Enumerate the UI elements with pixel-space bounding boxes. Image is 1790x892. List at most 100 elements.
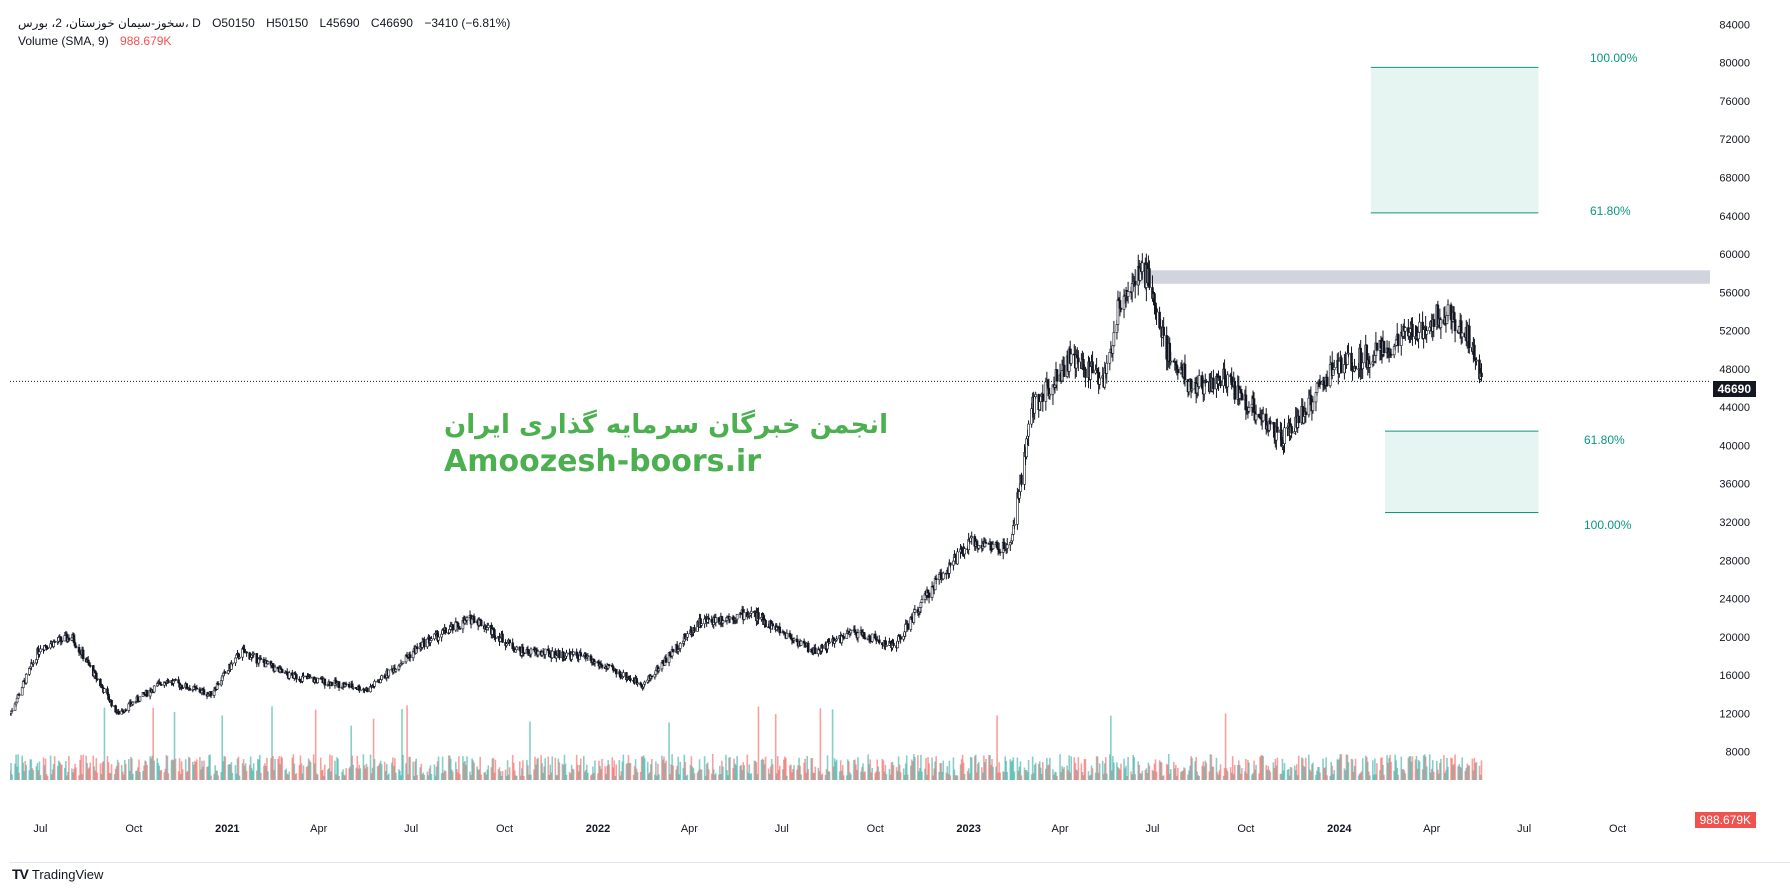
volume-label[interactable]: Volume (SMA, 9) bbox=[18, 34, 109, 48]
volume-bar bbox=[400, 775, 402, 780]
candle-body bbox=[309, 676, 312, 679]
volume-bar bbox=[1031, 756, 1034, 780]
candle-body bbox=[430, 638, 433, 641]
volume-bar bbox=[108, 772, 111, 780]
candle-body bbox=[174, 679, 177, 681]
volume-bar bbox=[1467, 765, 1470, 780]
volume-bar bbox=[186, 770, 189, 780]
volume-bar bbox=[1286, 769, 1289, 780]
candle-body bbox=[785, 632, 789, 639]
volume-bar bbox=[308, 760, 311, 780]
volume-bar bbox=[750, 773, 753, 780]
candle-body bbox=[949, 562, 952, 566]
volume-bar bbox=[64, 767, 66, 780]
volume-bar bbox=[498, 767, 501, 780]
tradingview-footer[interactable]: TV TradingView bbox=[12, 866, 103, 882]
volume-bar bbox=[587, 772, 589, 780]
volume-bar bbox=[395, 772, 397, 780]
volume-bar bbox=[626, 763, 629, 780]
volume-bar bbox=[575, 754, 578, 780]
volume-bar bbox=[1465, 768, 1468, 780]
volume-bar bbox=[422, 772, 425, 780]
volume-bar bbox=[735, 765, 737, 780]
volume-bar bbox=[443, 770, 446, 780]
candle-body bbox=[1069, 353, 1073, 364]
volume-bar bbox=[1040, 773, 1043, 780]
volume-bar bbox=[939, 763, 942, 780]
candle-body bbox=[501, 633, 504, 643]
volume-bar bbox=[926, 774, 928, 780]
volume-bar bbox=[689, 764, 692, 780]
volume-bar bbox=[799, 765, 801, 780]
volume-bar bbox=[521, 768, 523, 780]
resistance-zone[interactable] bbox=[1136, 270, 1710, 284]
volume-bar bbox=[324, 764, 326, 780]
volume-bar bbox=[1319, 772, 1321, 780]
volume-bar bbox=[447, 755, 450, 780]
volume-bar bbox=[306, 765, 309, 780]
volume-bar bbox=[122, 774, 125, 780]
fib-lower-zone[interactable] bbox=[1385, 431, 1539, 513]
volume-bar bbox=[800, 774, 802, 780]
volume-bar bbox=[476, 766, 478, 780]
volume-bar bbox=[718, 774, 720, 780]
volume-bar bbox=[693, 773, 696, 780]
candle-body bbox=[1368, 363, 1372, 368]
volume-bar bbox=[727, 775, 729, 780]
volume-bar bbox=[365, 763, 368, 780]
volume-bar bbox=[419, 767, 422, 780]
candle-body bbox=[295, 674, 298, 680]
change-value: −3410 (−6.81%) bbox=[424, 16, 511, 30]
volume-bar bbox=[107, 762, 110, 780]
candle-body bbox=[351, 687, 355, 689]
volume-bar bbox=[1347, 762, 1350, 780]
price-chart[interactable]: 84000 80000 76000 72000 68000 64000 60000 56000… bbox=[10, 10, 1790, 862]
candle-body bbox=[1091, 361, 1094, 374]
volume-bar bbox=[677, 756, 680, 780]
volume-bar bbox=[1046, 757, 1048, 780]
volume-bar bbox=[1353, 765, 1356, 780]
volume-bar bbox=[551, 756, 554, 780]
volume-bar bbox=[1198, 775, 1200, 780]
volume-bar bbox=[1288, 775, 1291, 780]
chart-frame[interactable]: 84000 80000 76000 72000 68000 64000 60000 56000… bbox=[10, 10, 1790, 863]
volume-bar bbox=[1240, 773, 1242, 780]
volume-bar bbox=[871, 767, 873, 780]
volume-bar bbox=[635, 768, 638, 780]
volume-bar bbox=[805, 772, 807, 780]
volume-bar bbox=[433, 764, 436, 780]
candle-body bbox=[1290, 426, 1293, 434]
volume-bar bbox=[654, 774, 656, 780]
candle-body bbox=[963, 548, 966, 555]
volume-bar bbox=[1382, 764, 1384, 780]
volume-bar bbox=[387, 773, 390, 780]
volume-bar bbox=[542, 773, 544, 780]
volume-bar bbox=[883, 771, 886, 780]
volume-bar bbox=[1260, 755, 1262, 780]
volume-bar bbox=[661, 755, 663, 780]
volume-bar bbox=[1168, 773, 1171, 780]
candle-body bbox=[1340, 357, 1343, 374]
volume-bar bbox=[442, 772, 445, 780]
candle-body bbox=[970, 536, 974, 539]
volume-bar bbox=[514, 775, 517, 780]
candle-body bbox=[885, 645, 888, 647]
volume-bar bbox=[931, 757, 933, 780]
volume-bar bbox=[615, 764, 618, 780]
volume-bar bbox=[1023, 767, 1026, 780]
volume-bar bbox=[998, 762, 1000, 780]
volume-bar bbox=[1020, 775, 1023, 780]
symbol-name[interactable]: سخوز-سیمان خوزستان، 2، بورس، D bbox=[18, 16, 201, 30]
volume-bar bbox=[526, 760, 528, 780]
fib-upper-zone[interactable] bbox=[1370, 67, 1539, 213]
candle-body bbox=[1062, 364, 1066, 377]
volume-bar bbox=[86, 763, 88, 780]
volume-bar bbox=[1297, 755, 1300, 780]
volume-bar bbox=[641, 756, 644, 780]
candle-body bbox=[714, 617, 718, 623]
volume-bar bbox=[770, 759, 773, 780]
volume-bar bbox=[181, 769, 184, 780]
volume-bar bbox=[110, 764, 113, 780]
volume-bar bbox=[1296, 775, 1299, 780]
volume-bar bbox=[742, 762, 745, 780]
